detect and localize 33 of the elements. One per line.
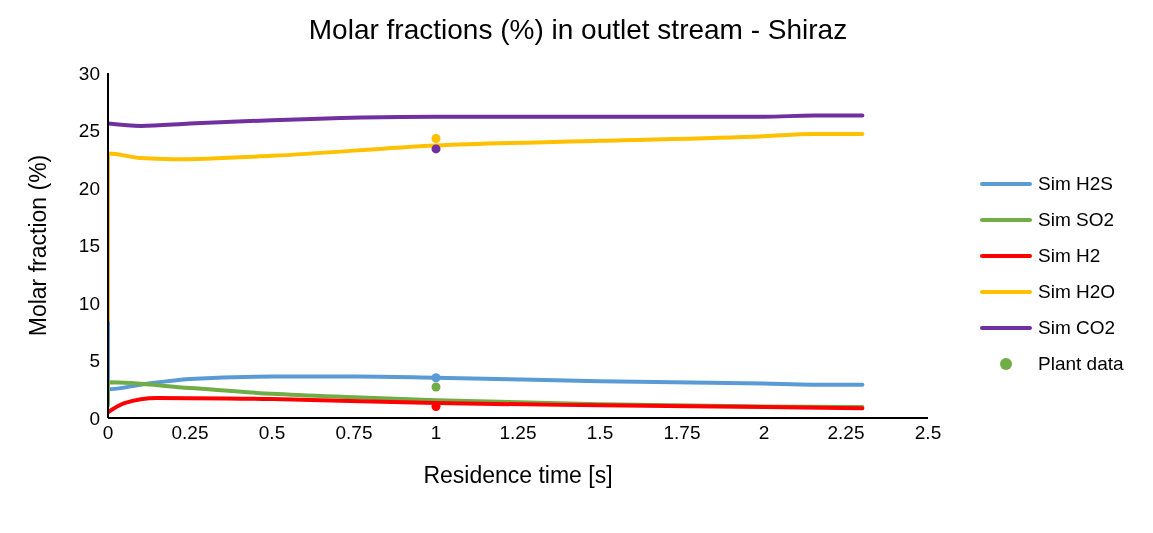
y-tick-label: 10	[78, 292, 100, 314]
x-tick-label: 0.75	[335, 422, 373, 444]
chart-title: Molar fractions (%) in outlet stream - Shiraz	[307, 14, 849, 46]
x-tick-label: 2	[758, 422, 770, 444]
x-axis-title: Residence time [s]	[423, 462, 613, 488]
y-tick-label: 20	[78, 177, 100, 199]
y-tick-label: 30	[78, 62, 100, 84]
x-tick-label: 1.5	[586, 422, 614, 444]
y-tick-label: 25	[78, 120, 100, 142]
line-series	[108, 395, 865, 415]
y-tick-label: 15	[78, 235, 100, 257]
legend-label: Sim H2S	[1038, 173, 1113, 195]
x-tick-label: 1.25	[499, 422, 537, 444]
x-tick-label: 2.25	[827, 422, 865, 444]
legend-label: Plant data	[1038, 353, 1124, 375]
x-tick-label: 1	[430, 422, 442, 444]
x-tick-label: 2.5	[914, 422, 942, 444]
point	[431, 134, 441, 144]
line-series	[108, 131, 865, 323]
line-series	[108, 113, 865, 128]
legend-label: Sim H2O	[1038, 281, 1116, 303]
legend-label: Sim CO2	[1038, 317, 1116, 339]
y-axis-title: Molar fraction (%)	[25, 154, 52, 337]
y-tick-label: 0	[89, 407, 100, 429]
point	[431, 382, 441, 392]
point	[431, 373, 441, 383]
x-tick-label: 0.25	[171, 422, 209, 444]
x-tick-label: 0.5	[258, 422, 286, 444]
legend-label: Sim SO2	[1038, 209, 1115, 231]
legend-label: Sim H2	[1038, 245, 1101, 267]
point	[431, 144, 441, 154]
x-tick-label: 1.75	[663, 422, 701, 444]
y-tick-label: 5	[89, 350, 100, 372]
